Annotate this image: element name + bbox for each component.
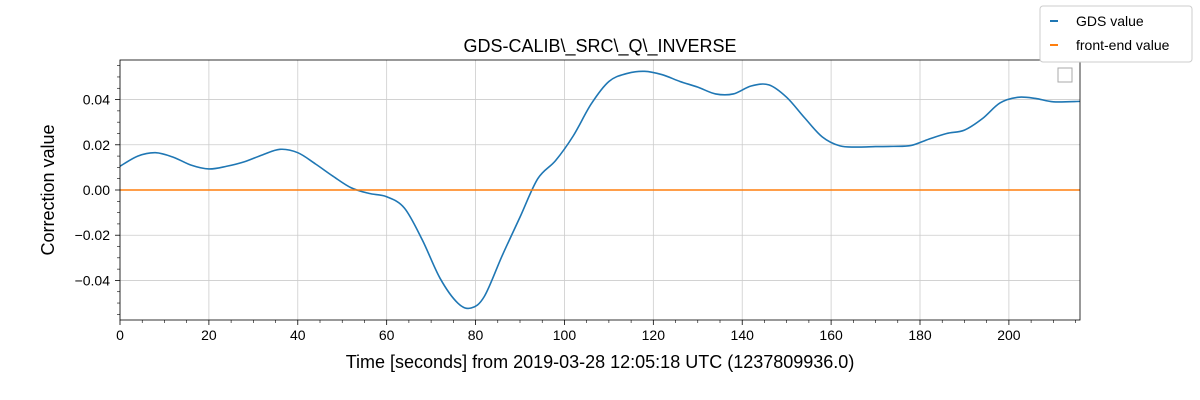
- x-tick-label: 180: [908, 327, 932, 343]
- x-tick-label: 120: [642, 327, 666, 343]
- x-axis-label: Time [seconds] from 2019-03-28 12:05:18 …: [346, 352, 855, 372]
- y-tick-label: 0.04: [83, 92, 110, 108]
- x-tick-label: 140: [731, 327, 755, 343]
- legend-label-front-end-value: front-end value: [1076, 37, 1170, 53]
- x-tick-label: 40: [290, 327, 306, 343]
- x-tick-label: 0: [116, 327, 124, 343]
- x-tick-label: 60: [379, 327, 395, 343]
- y-tick-label: 0.00: [83, 182, 110, 198]
- chart-title: GDS-CALIB\_SRC\_Q\_INVERSE: [463, 36, 736, 57]
- empty-legend-box: [1057, 67, 1073, 83]
- y-axis-ticks: −0.04 −0.02 0.00 0.02 0.04: [75, 65, 120, 315]
- legend: GDS value front-end value: [1039, 5, 1193, 63]
- x-tick-label: 100: [553, 327, 577, 343]
- y-tick-label: −0.02: [75, 227, 111, 243]
- legend-label-gds-value: GDS value: [1076, 13, 1144, 29]
- x-axis-ticks: 0 20 40 60 80 100 120 140 160 180 200: [116, 320, 1076, 343]
- legend-frame: [1039, 5, 1193, 63]
- x-tick-label: 160: [819, 327, 843, 343]
- x-tick-label: 200: [997, 327, 1021, 343]
- x-tick-label: 20: [201, 327, 217, 343]
- y-tick-label: 0.02: [83, 137, 110, 153]
- y-tick-label: −0.04: [75, 272, 111, 288]
- x-tick-label: 80: [468, 327, 484, 343]
- y-axis-label: Correction value: [38, 124, 58, 255]
- series-line-gds-value: [119, 70, 1081, 310]
- series-layer: [119, 70, 1081, 310]
